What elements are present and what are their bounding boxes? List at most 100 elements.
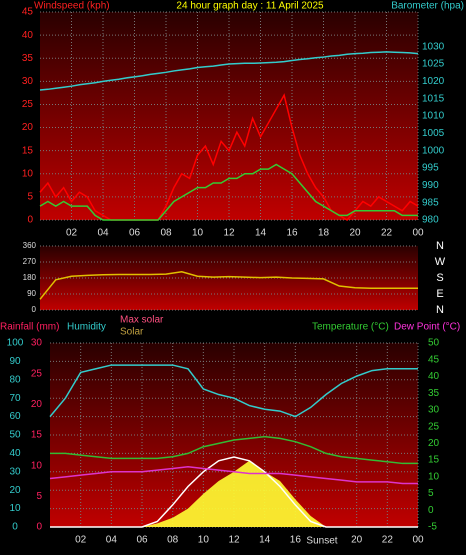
x-tick-label: 04 xyxy=(106,535,118,546)
legend-entry: Humidity xyxy=(67,322,106,333)
tick-label: 40 xyxy=(22,30,34,41)
x-tick-label: 22 xyxy=(381,228,393,239)
tick-label: 10 xyxy=(9,503,21,514)
tick-label: 60 xyxy=(9,411,21,422)
series-line xyxy=(50,456,418,528)
tick-label: 25 xyxy=(31,368,43,379)
tick-label: 15 xyxy=(428,455,440,466)
solar-area xyxy=(50,460,418,527)
tick-label: 995 xyxy=(422,163,439,174)
tick-label: 70 xyxy=(9,393,21,404)
tick-label: 1025 xyxy=(422,59,445,70)
series-line xyxy=(49,466,418,485)
tick-label: 980 xyxy=(422,215,439,226)
x-tick-label: 16 xyxy=(286,228,298,239)
tick-label: 1010 xyxy=(422,111,445,122)
x-tick-label: 02 xyxy=(66,228,78,239)
tick-label: 0 xyxy=(12,522,18,533)
tick-label: E xyxy=(436,288,443,300)
tick-label: 5 xyxy=(36,491,42,502)
tick-label: 50 xyxy=(428,338,440,349)
tick-label: 30 xyxy=(9,466,21,477)
tick-label: 985 xyxy=(422,197,439,208)
legend-entry: Solar xyxy=(120,327,144,338)
y3-axis-label: Rainfall (mm) xyxy=(0,322,59,333)
annotation: Sunset xyxy=(306,536,337,547)
tick-label: 40 xyxy=(428,371,440,382)
tick-label: 100 xyxy=(7,338,24,349)
tick-label: 30 xyxy=(31,338,43,349)
legend-entry: Max solar xyxy=(120,315,164,326)
tick-label: 990 xyxy=(422,180,439,191)
tick-label: 1020 xyxy=(422,76,445,87)
x-tick-label: 10 xyxy=(198,535,210,546)
tick-label: 25 xyxy=(22,99,34,110)
x-tick-label: 06 xyxy=(129,228,141,239)
tick-label: 90 xyxy=(27,289,36,298)
tick-label: 270 xyxy=(23,257,37,266)
x-tick-label: 22 xyxy=(382,535,394,546)
tick-label: 15 xyxy=(22,145,34,156)
x-tick-label: 10 xyxy=(192,228,204,239)
series-line xyxy=(39,163,418,221)
x-tick-label: 14 xyxy=(259,535,271,546)
tick-label: 30 xyxy=(428,405,440,416)
tick-label: W xyxy=(435,256,446,268)
x-tick-label: 20 xyxy=(349,228,361,239)
tick-label: 40 xyxy=(9,448,21,459)
tick-label: 1015 xyxy=(422,93,445,104)
x-tick-label: 08 xyxy=(160,228,172,239)
tick-label: 20 xyxy=(22,122,34,133)
tick-label: 1000 xyxy=(422,145,445,156)
tick-label: 1030 xyxy=(422,41,445,52)
tick-label: 20 xyxy=(31,399,43,410)
tick-label: 0 xyxy=(428,505,434,516)
x-tick-label: 14 xyxy=(255,228,267,239)
series-line xyxy=(49,364,418,418)
tick-label: 0 xyxy=(36,522,42,533)
chart-title: 24 hour graph day : 11 April 2025 xyxy=(176,1,324,12)
x-tick-label: 16 xyxy=(290,535,302,546)
tick-label: -5 xyxy=(428,522,437,533)
tick-label: N xyxy=(436,304,444,316)
tick-label: 180 xyxy=(23,273,37,282)
series-line xyxy=(39,271,418,300)
tick-label: 10 xyxy=(428,471,440,482)
tick-label: 10 xyxy=(31,460,43,471)
x-tick-label: 12 xyxy=(223,228,235,239)
x-tick-label: 08 xyxy=(167,535,179,546)
series-line xyxy=(39,51,419,91)
y2-axis-label: Barometer (hpa) xyxy=(391,1,464,12)
legend-entry: Dew Point (°C) xyxy=(394,322,460,333)
tick-label: 5 xyxy=(27,192,33,203)
x-tick-label: 18 xyxy=(318,228,330,239)
tick-label: 35 xyxy=(22,53,34,64)
x-tick-label: 00 xyxy=(412,535,424,546)
tick-label: 0 xyxy=(32,305,37,314)
x-tick-label: 00 xyxy=(412,228,424,239)
tick-label: 80 xyxy=(9,374,21,385)
tick-label: 0 xyxy=(27,215,33,226)
tick-label: 360 xyxy=(23,241,37,250)
legend-entry: Temperature (°C) xyxy=(312,322,389,333)
tick-label: 35 xyxy=(428,388,440,399)
x-tick-label: 12 xyxy=(228,535,240,546)
x-tick-label: 20 xyxy=(351,535,363,546)
tick-label: 45 xyxy=(428,354,440,365)
tick-label: 50 xyxy=(9,430,21,441)
tick-label: 20 xyxy=(428,438,440,449)
tick-label: 5 xyxy=(428,488,434,499)
tick-label: 45 xyxy=(22,7,34,18)
tick-label: 90 xyxy=(9,356,21,367)
x-tick-label: 06 xyxy=(136,535,148,546)
tick-label: N xyxy=(436,240,444,252)
plot-background xyxy=(40,12,418,220)
y-axis-label: Windspeed (kph) xyxy=(34,1,110,12)
tick-label: 20 xyxy=(9,485,21,496)
tick-label: 1005 xyxy=(422,128,445,139)
tick-label: 25 xyxy=(428,421,440,432)
tick-label: 30 xyxy=(22,76,34,87)
tick-label: 10 xyxy=(22,168,34,179)
